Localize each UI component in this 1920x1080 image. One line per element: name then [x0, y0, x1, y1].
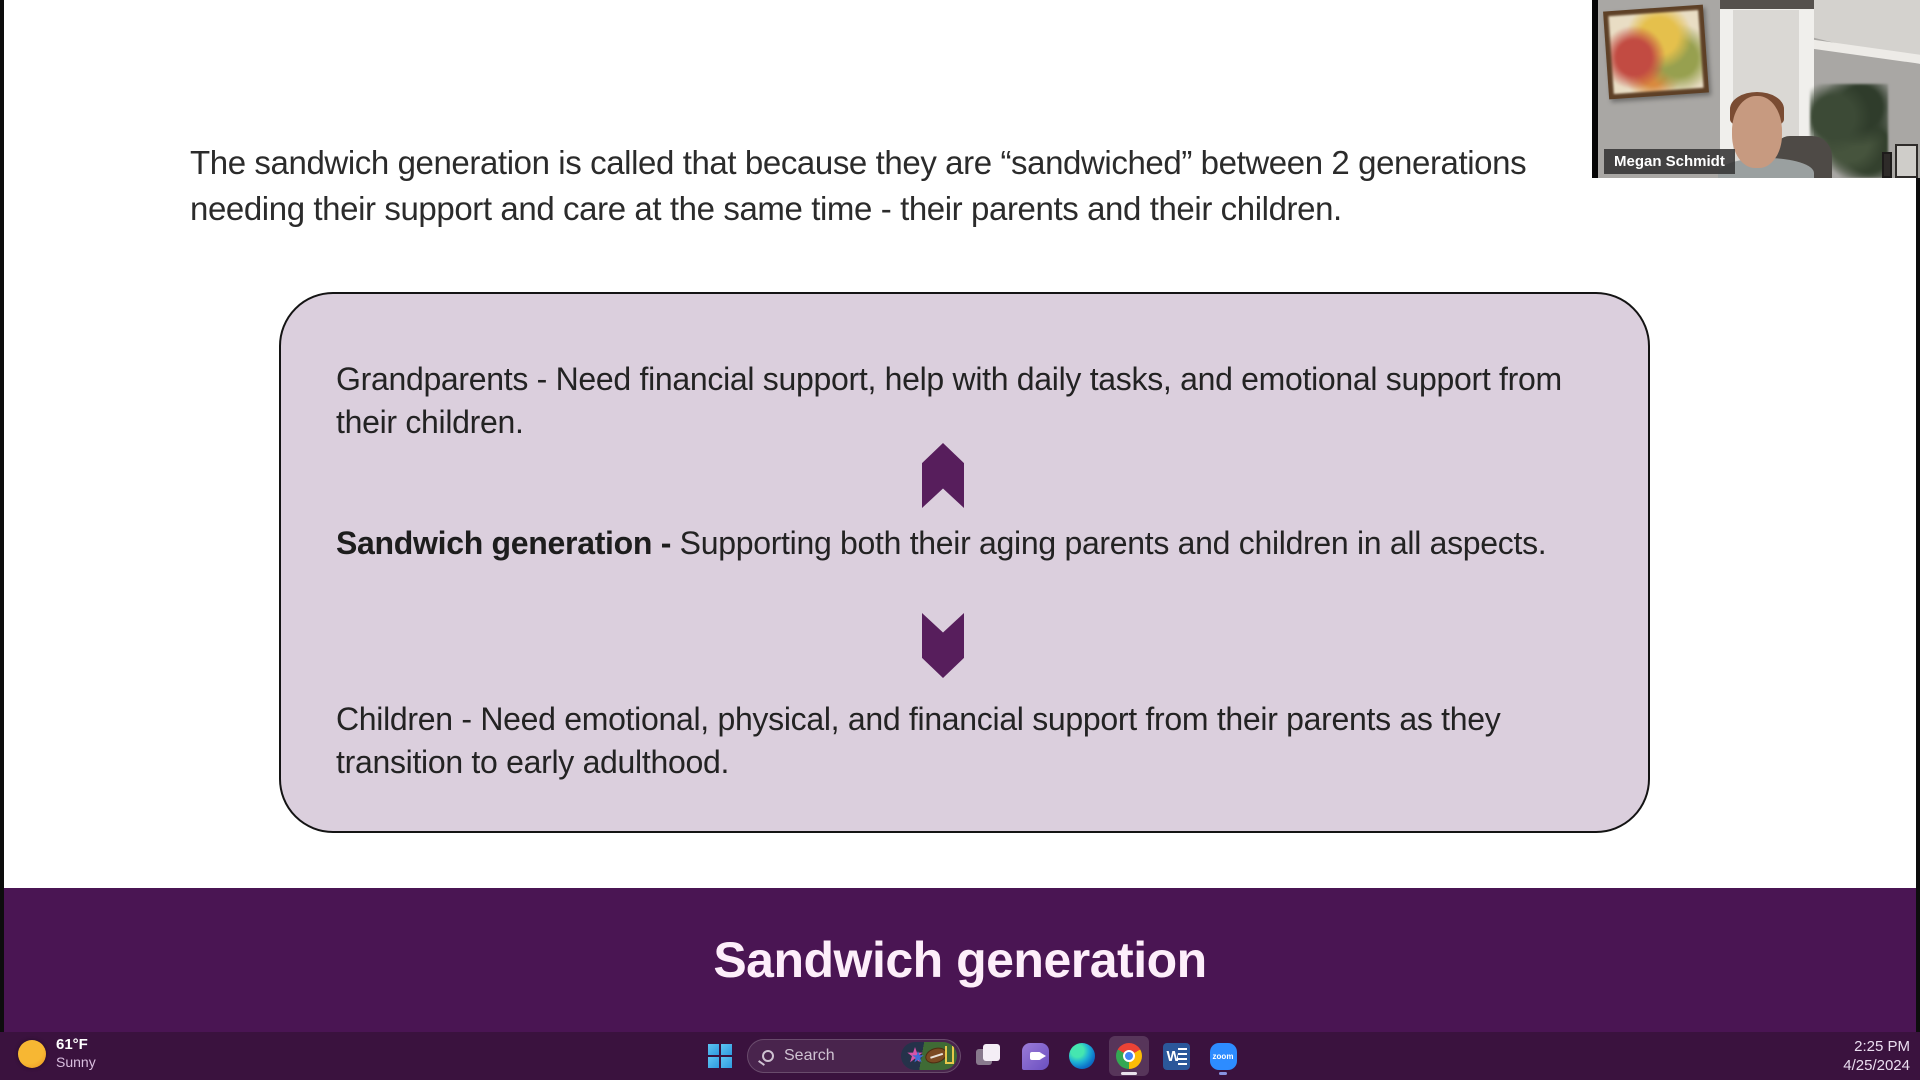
down-arrow-icon — [922, 613, 964, 678]
webcam-overlay[interactable]: Megan Schmidt — [1592, 0, 1920, 178]
sunny-weather-icon — [18, 1039, 46, 1068]
weather-widget[interactable]: 61°F Sunny — [18, 1036, 96, 1071]
webcam-video: Megan Schmidt — [1598, 0, 1920, 178]
grandparents-lead: Grandparents — [336, 361, 529, 397]
weather-temperature: 61°F — [56, 1036, 88, 1053]
zoom-icon: zoom — [1209, 1042, 1237, 1070]
task-view-button[interactable] — [968, 1036, 1008, 1076]
taskbar-clock[interactable]: 2:25 PM 4/25/2024 — [1843, 1037, 1910, 1075]
photo-frames — [1882, 144, 1918, 178]
zoom-app-button[interactable]: zoom — [1203, 1036, 1243, 1076]
search-icon — [762, 1050, 774, 1062]
weather-condition: Sunny — [56, 1054, 96, 1070]
task-view-icon — [976, 1044, 1000, 1068]
door-lintel — [1720, 0, 1814, 9]
slide-footer-banner: Sandwich generation — [4, 888, 1916, 1032]
word-icon: W — [1162, 1042, 1190, 1070]
grandparents-body: - Need financial support, help with dail… — [336, 361, 1562, 440]
sandwich-generation-body: Supporting both their aging parents and … — [671, 525, 1547, 561]
edge-browser-button[interactable] — [1062, 1036, 1102, 1076]
video-chat-icon — [1021, 1042, 1049, 1070]
chrome-active-indicator — [1121, 1072, 1137, 1075]
search-highlight-image — [901, 1042, 957, 1070]
search-input[interactable]: Search — [747, 1039, 961, 1073]
slide-heading: The sandwich generation is called that b… — [190, 140, 1690, 232]
start-button[interactable] — [700, 1036, 740, 1076]
children-paragraph: Children - Need emotional, physical, and… — [336, 698, 1621, 784]
clock-time: 2:25 PM — [1854, 1038, 1910, 1055]
children-body: - Need emotional, physical, and financia… — [336, 701, 1501, 780]
chrome-browser-button[interactable] — [1109, 1036, 1149, 1076]
diagram-box: Grandparents - Need financial support, h… — [279, 292, 1650, 833]
windows-logo-icon — [708, 1044, 732, 1068]
person-head — [1732, 96, 1782, 168]
heading-line-2: needing their support and care at the sa… — [190, 190, 1342, 227]
chrome-icon — [1116, 1043, 1142, 1069]
sandwich-generation-lead: Sandwich generation - — [336, 525, 672, 561]
edge-icon — [1069, 1043, 1095, 1069]
heading-line-1: The sandwich generation is called that b… — [190, 144, 1527, 181]
sandwich-generation-paragraph: Sandwich generation - Supporting both th… — [336, 522, 1621, 565]
grandparents-paragraph: Grandparents - Need financial support, h… — [336, 358, 1621, 444]
taskbar: 61°F Sunny Search — [0, 1032, 1920, 1080]
video-chat-button[interactable] — [1015, 1036, 1055, 1076]
zoom-open-indicator — [1219, 1072, 1227, 1075]
word-button[interactable]: W — [1156, 1036, 1196, 1076]
clock-date: 4/25/2024 — [1843, 1057, 1910, 1074]
taskbar-center-icons: Search — [700, 1032, 1243, 1080]
search-placeholder: Search — [784, 1047, 835, 1064]
up-arrow-icon — [922, 443, 964, 508]
goalpost-icon — [945, 1046, 954, 1064]
participant-name-label: Megan Schmidt — [1604, 149, 1735, 174]
wall-painting — [1603, 4, 1709, 100]
slide-title: Sandwich generation — [713, 932, 1207, 988]
children-lead: Children — [336, 701, 453, 737]
